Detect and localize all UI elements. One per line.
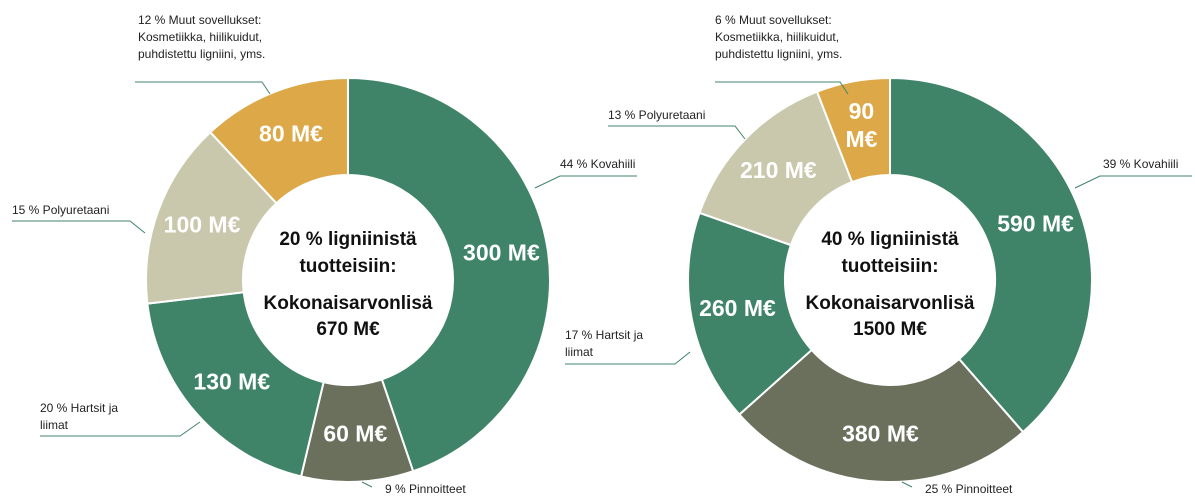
value-label: 300 M€: [463, 240, 540, 266]
text-line: 39 % Kovahiili: [1103, 157, 1178, 171]
slice: [815, 76, 891, 184]
value-label: 100 M€: [164, 212, 241, 238]
text-line: 13 % Polyuretaani: [608, 108, 705, 122]
text-line: liimat: [40, 418, 69, 432]
text-line: Kosmetiikka, hiilikuidut,: [138, 30, 262, 44]
text-line: 17 % Hartsit ja: [565, 328, 643, 342]
value-label: 60 M€: [323, 420, 387, 446]
text-line: 15 % Polyuretaani: [12, 203, 109, 217]
category-label: 39 % Kovahiili: [1103, 157, 1178, 171]
category-label: 15 % Polyuretaani: [12, 203, 109, 217]
text-line: puhdistettu ligniini, yms.: [138, 47, 265, 61]
text-line: Kosmetiikka, hiilikuidut,: [715, 30, 839, 44]
text-line: M€: [845, 126, 877, 152]
slice: [889, 76, 1093, 434]
slice: [347, 76, 551, 473]
center-text: Kokonaisarvonlisä: [264, 293, 433, 314]
category-label: 6 % Muut sovellukset: Kosmetiikka, hiilik…: [715, 13, 842, 61]
value-label: 90 M€: [845, 98, 877, 152]
leader-line: [135, 81, 271, 95]
slice: [208, 76, 349, 205]
leader-line: [12, 220, 146, 234]
value-label: 260 M€: [699, 295, 776, 321]
center-text: 40 % ligniinistä: [821, 229, 959, 250]
text-line: puhdistettu ligniini, yms.: [715, 47, 842, 61]
category-label: 9 % Pinnoitteet: [385, 482, 466, 496]
leader-line: [1074, 175, 1192, 189]
text-line: 90: [849, 98, 875, 124]
category-label: 25 % Pinnoitteet: [925, 482, 1013, 496]
text-line: 20 % Hartsit ja: [40, 401, 118, 415]
leader-line: [565, 351, 691, 365]
slice: [146, 291, 325, 478]
text-line: 12 % Muut sovellukset:: [138, 13, 261, 27]
center-text: 670 M€: [316, 319, 380, 340]
text-line: 6 % Muut sovellukset:: [715, 13, 832, 27]
text-line: 25 % Pinnoitteet: [925, 482, 1013, 496]
leader-line: [608, 125, 746, 140]
value-label: 380 M€: [842, 420, 919, 446]
center-text: Kokonaisarvonlisä: [806, 293, 975, 314]
category-label: 44 % Kovahiili: [560, 157, 635, 171]
leader-line: [715, 81, 849, 95]
text-line: 9 % Pinnoitteet: [385, 482, 466, 496]
leader-line: [901, 481, 913, 488]
value-label: 590 M€: [997, 210, 1074, 236]
center-text: tuotteisiin:: [841, 256, 938, 277]
leader-line: [534, 175, 637, 189]
leader-line: [40, 421, 201, 437]
text-line: 44 % Kovahiili: [560, 157, 635, 171]
category-label: 12 % Muut sovellukset: Kosmetiikka, hiili…: [138, 13, 265, 61]
value-label: 130 M€: [193, 368, 270, 394]
center-text: 20 % ligniinistä: [279, 229, 417, 250]
text-line: liimat: [565, 345, 594, 359]
center-text: tuotteisiin:: [299, 256, 396, 277]
category-label: 20 % Hartsit ja liimat: [40, 401, 118, 432]
center-text: 1500 M€: [853, 319, 927, 340]
category-label: 13 % Polyuretaani: [608, 108, 705, 122]
value-label: 80 M€: [259, 120, 323, 146]
slice: [737, 348, 1025, 483]
category-label: 17 % Hartsit ja liimat: [565, 328, 643, 359]
value-label: 210 M€: [740, 157, 817, 183]
slice: [687, 211, 814, 416]
leader-line: [361, 481, 373, 488]
